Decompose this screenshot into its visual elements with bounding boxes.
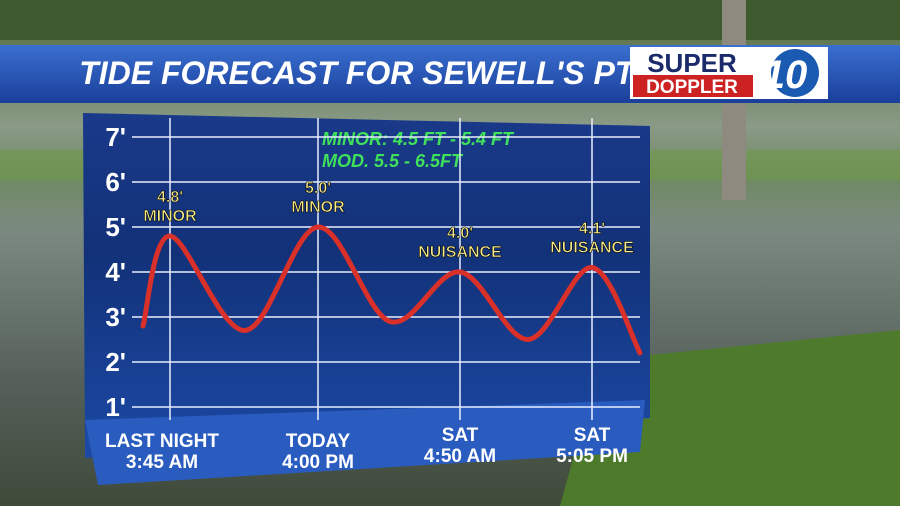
value-label: 4.8' [157,189,183,206]
logo-red [633,75,753,97]
y-tick-label: 7' [105,122,126,152]
flood-label: MINOR [143,208,197,225]
x-label-band [85,400,645,485]
value-label: 4.0' [447,225,473,242]
x-tick-label: TODAY [286,431,351,452]
x-tick-label: 5:05 PM [556,446,628,467]
flood-label: NUISANCE [418,244,502,261]
annotation: MOD. 5.5 - 6.5FT [322,151,464,171]
y-tick-label: 5' [105,212,126,242]
x-tick-label: LAST NIGHT [105,431,219,452]
chart-title: TIDE FORECAST FOR SEWELL'S PT. [79,55,641,91]
x-tick-label: SAT [442,425,479,446]
y-tick-label: 6' [105,167,126,197]
value-label: 5.0' [305,180,331,197]
logo-bottom: DOPPLER [646,77,738,98]
x-tick-label: 4:00 PM [282,452,354,473]
flood-label: NUISANCE [550,240,634,257]
trees [0,0,900,40]
chart-panel [83,113,650,458]
y-tick-label: 4' [105,257,126,287]
x-tick-label: 3:45 AM [126,452,198,473]
y-tick-label: 2' [105,347,126,377]
logo-top: SUPER [647,48,737,78]
y-tick-label: 3' [105,302,126,332]
value-label: 4.1' [579,221,605,238]
logo: SUPER DOPPLER 10 [630,47,828,99]
y-tick-label: 1' [105,392,126,422]
annotation: MINOR: 4.5 FT - 5.4 FT [322,129,515,149]
tide-line [140,224,643,356]
logo-circle [771,49,819,97]
logo-number: 10 [763,53,808,97]
flood-label: MINOR [291,199,345,216]
x-tick-label: 4:50 AM [424,446,496,467]
x-tick-label: SAT [574,425,611,446]
